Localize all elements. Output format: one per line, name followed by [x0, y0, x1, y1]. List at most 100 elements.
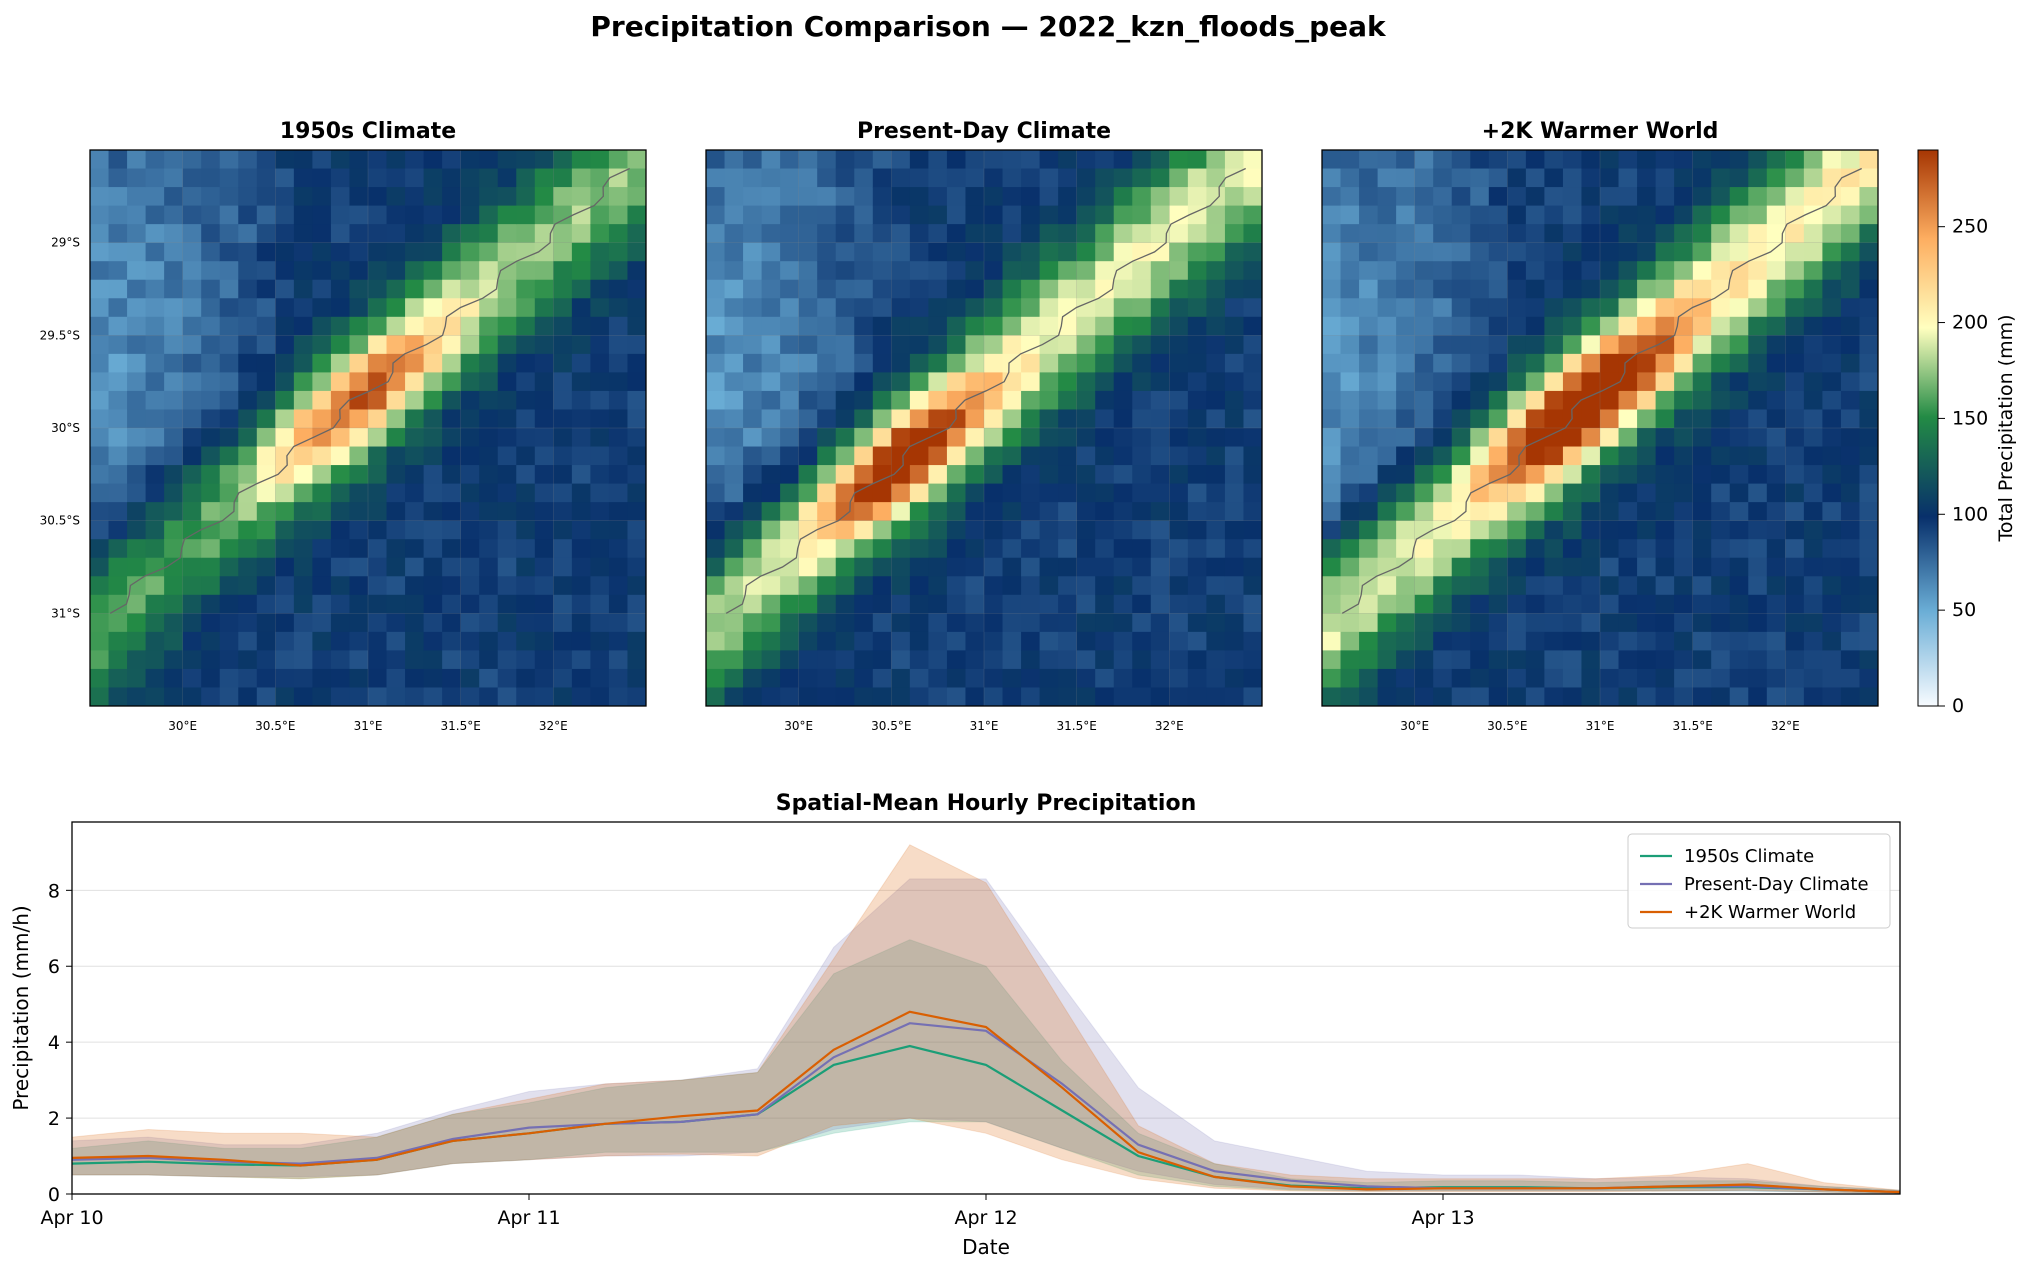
map-cell: [1002, 224, 1022, 244]
map-cell: [1525, 557, 1545, 577]
map-cell: [1132, 205, 1152, 225]
map-cell: [627, 242, 647, 262]
map-cell: [1655, 224, 1675, 244]
map-cell: [386, 353, 406, 373]
map-cell: [1859, 465, 1879, 485]
map-cell: [553, 279, 573, 299]
map-cell: [706, 150, 726, 170]
map-cell: [219, 557, 239, 577]
map-cell: [497, 687, 517, 707]
map-cell: [761, 261, 781, 281]
map-cell: [1618, 557, 1638, 577]
map-cell: [1525, 539, 1545, 559]
map-cell: [330, 205, 350, 225]
map-cell: [1377, 205, 1397, 225]
map-cell: [182, 242, 202, 262]
map-cell: [1600, 557, 1620, 577]
map-cell: [127, 298, 147, 318]
map-cell: [1095, 261, 1115, 281]
map-cell: [1359, 335, 1379, 355]
map-cell: [1637, 428, 1657, 448]
map-cell: [164, 353, 184, 373]
map-cell: [1169, 372, 1189, 392]
map-cell: [330, 465, 350, 485]
map-cell: [256, 520, 276, 540]
map-cell: [127, 557, 147, 577]
map-cell: [891, 539, 911, 559]
map-cell: [1766, 576, 1786, 596]
map-cell: [1711, 390, 1731, 410]
map-cell: [1470, 465, 1490, 485]
map-cell: [1729, 631, 1749, 651]
map-cell: [1322, 168, 1342, 188]
map-cell: [145, 594, 165, 614]
map-cell: [946, 279, 966, 299]
map-cell: [1785, 613, 1805, 633]
map-cell: [1748, 150, 1768, 170]
map-cell: [872, 372, 892, 392]
map-cell: [164, 557, 184, 577]
map-cell: [293, 150, 313, 170]
map-cell: [928, 279, 948, 299]
map-cell: [627, 187, 647, 207]
map-cell: [571, 520, 591, 540]
map-cell: [423, 483, 443, 503]
map-cell: [127, 372, 147, 392]
map-cell: [1507, 316, 1527, 336]
map-cell: [1340, 335, 1360, 355]
map-cell: [1396, 650, 1416, 670]
map-cell: [90, 594, 110, 614]
map-cell: [571, 409, 591, 429]
map-cell: [1711, 557, 1731, 577]
map-cell: [275, 576, 295, 596]
map-cell: [1359, 687, 1379, 707]
map-cell: [984, 557, 1004, 577]
map-frame: [1321, 149, 1879, 707]
map-cell: [238, 650, 258, 670]
map-cell: [1224, 613, 1244, 633]
map-cell: [219, 205, 239, 225]
map-cell: [497, 150, 517, 170]
map-cell: [1095, 446, 1115, 466]
map-x-tick-label: 31°E: [354, 719, 383, 733]
map-cell: [835, 187, 855, 207]
map-cell: [1095, 465, 1115, 485]
map-cell: [1655, 576, 1675, 596]
map-cell: [1169, 168, 1189, 188]
map-cell: [1859, 576, 1879, 596]
map-cell: [1132, 520, 1152, 540]
map-cell: [1785, 261, 1805, 281]
map-cell: [534, 353, 554, 373]
map-cell: [1766, 316, 1786, 336]
map-cell: [1544, 409, 1564, 429]
map-cell: [330, 631, 350, 651]
map-cell: [164, 465, 184, 485]
map-cell: [1803, 261, 1823, 281]
map-cell: [1618, 409, 1638, 429]
x-tick-label: Apr 10: [40, 1207, 103, 1229]
map-cell: [1377, 446, 1397, 466]
map-cell: [1822, 465, 1842, 485]
map-cell: [1002, 613, 1022, 633]
map-cell: [1692, 446, 1712, 466]
map-cell: [590, 557, 610, 577]
map-cell: [1243, 483, 1263, 503]
map-cell: [182, 576, 202, 596]
map-cell: [1451, 372, 1471, 392]
map-cell: [1206, 353, 1226, 373]
map-cell: [608, 168, 628, 188]
map-cell: [1470, 668, 1490, 688]
map-cell: [965, 631, 985, 651]
map-cell: [1674, 502, 1694, 522]
map-cell: [1507, 298, 1527, 318]
map-cell: [1224, 353, 1244, 373]
map-cell: [1711, 613, 1731, 633]
map-cell: [1039, 279, 1059, 299]
map-cell: [479, 279, 499, 299]
map-cell: [1581, 650, 1601, 670]
map-cell: [1655, 687, 1675, 707]
legend-label: Present-Day Climate: [1684, 874, 1869, 895]
map-cell: [1470, 483, 1490, 503]
map-cell: [706, 631, 726, 651]
map-cell: [946, 187, 966, 207]
